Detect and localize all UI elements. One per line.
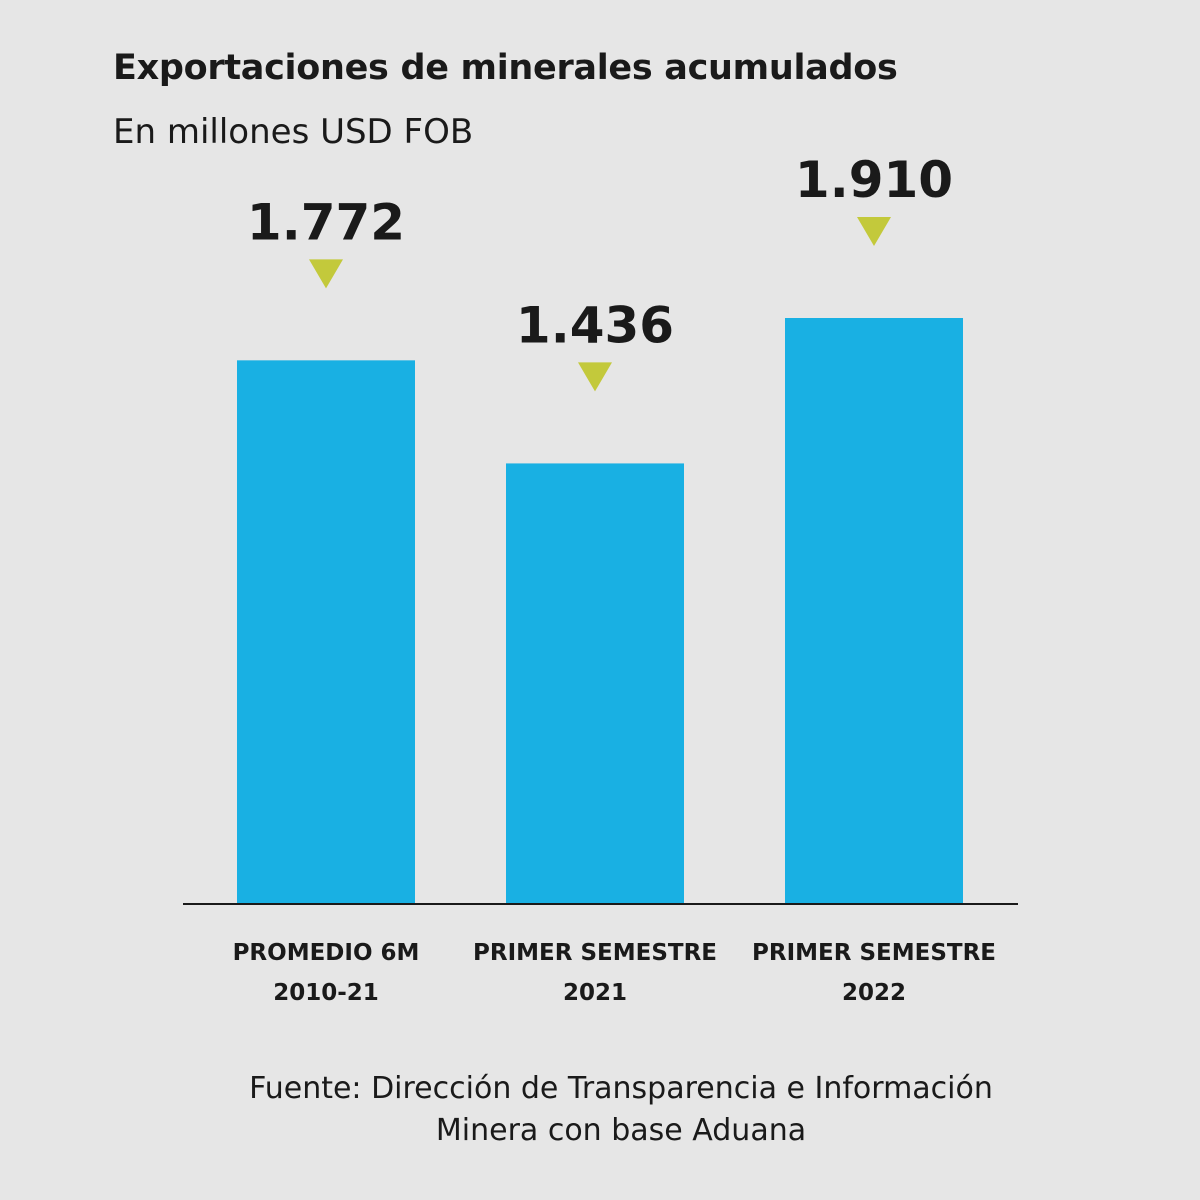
source-note: Fuente: Dirección de Transparencia e Inf… xyxy=(0,1068,1200,1152)
tick-label-2-line-2: 2021 xyxy=(563,980,627,1006)
source-line-2: Minera con base Aduana xyxy=(435,1113,807,1148)
marker-triangle-1 xyxy=(309,259,343,289)
chart-title: Exportaciones de minerales acumulados xyxy=(113,48,898,88)
marker-triangle-2 xyxy=(578,362,612,392)
bar-2 xyxy=(506,463,684,904)
data-label-3: 1.910 xyxy=(795,151,953,209)
source-line-1: Fuente: Dirección de Transparencia e Inf… xyxy=(249,1071,993,1106)
bar-1 xyxy=(237,360,415,905)
bars-layer: 1.772 PROMEDIO 6M 2010-21 1.436 PRIMER SEMES… xyxy=(233,151,996,1006)
bar-3 xyxy=(785,318,963,904)
bar-chart: 1.772 PROMEDIO 6M 2010-21 1.436 PRIMER SEMES… xyxy=(183,151,1018,1006)
tick-label-1-line-2: 2010-21 xyxy=(273,980,379,1006)
tick-label-1-line-1: PROMEDIO 6M xyxy=(233,940,420,966)
tick-label-3-line-2: 2022 xyxy=(842,980,906,1006)
data-label-2: 1.436 xyxy=(516,296,674,354)
tick-label-2-line-1: PRIMER SEMESTRE xyxy=(473,940,717,966)
data-label-1: 1.772 xyxy=(247,193,405,251)
tick-label-3-line-1: PRIMER SEMESTRE xyxy=(752,940,996,966)
chart-subtitle: En millones USD FOB xyxy=(113,112,474,152)
marker-triangle-3 xyxy=(857,217,891,246)
